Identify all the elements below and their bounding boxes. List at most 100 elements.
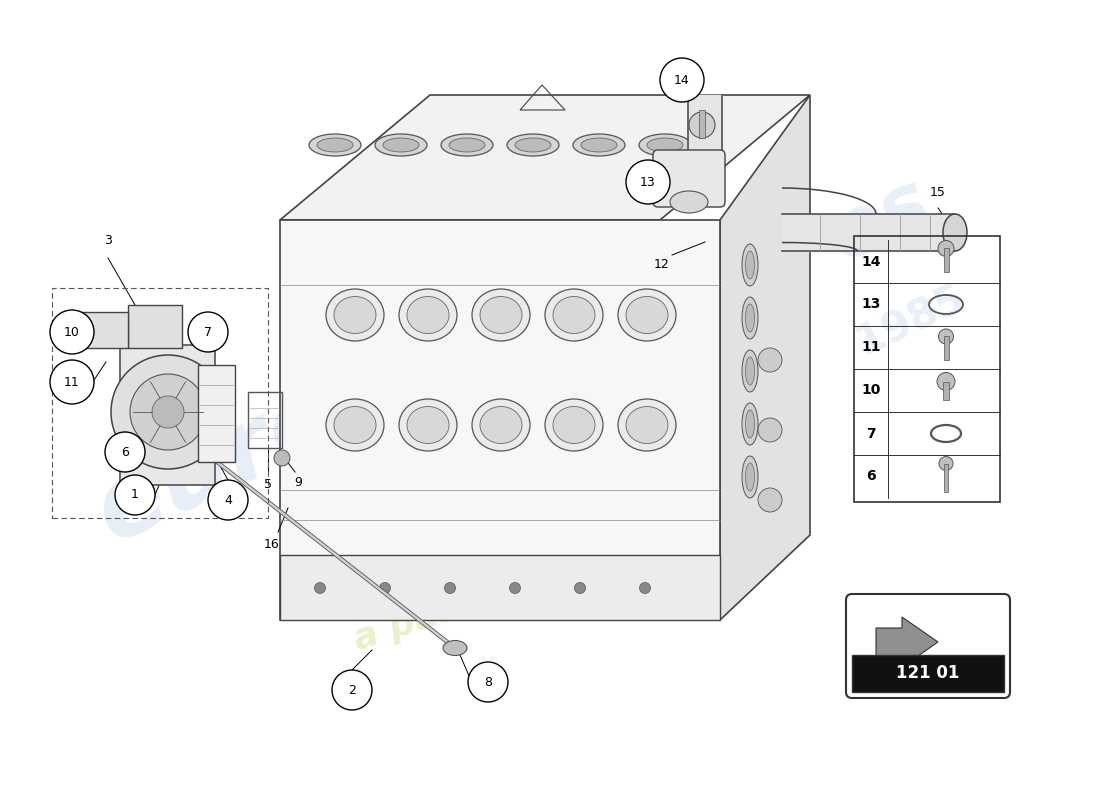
Circle shape [379,582,390,594]
Ellipse shape [626,297,668,334]
Bar [852,655,1004,692]
Text: 12: 12 [654,258,670,271]
Ellipse shape [480,406,522,443]
Ellipse shape [334,297,376,334]
Ellipse shape [309,134,361,156]
Text: 8: 8 [484,675,492,689]
Polygon shape [876,617,938,667]
Circle shape [937,373,955,390]
Text: 13: 13 [861,298,881,311]
Circle shape [332,670,372,710]
Circle shape [104,432,145,472]
Polygon shape [198,365,235,462]
Ellipse shape [746,463,755,491]
FancyBboxPatch shape [846,594,1010,698]
Ellipse shape [647,138,683,152]
Text: 121 01: 121 01 [896,665,959,682]
Ellipse shape [746,357,755,385]
Ellipse shape [670,191,708,213]
Text: 15: 15 [931,186,946,198]
Circle shape [130,374,206,450]
Polygon shape [720,95,810,620]
Bar [854,236,1000,502]
Text: europ: europ [80,337,419,563]
Ellipse shape [507,134,559,156]
Bar [944,463,948,491]
Text: 6: 6 [121,446,129,458]
Ellipse shape [618,289,676,341]
Text: 11: 11 [64,375,80,389]
Circle shape [938,241,954,257]
Ellipse shape [626,406,668,443]
Ellipse shape [443,641,468,655]
Ellipse shape [573,134,625,156]
Ellipse shape [472,399,530,451]
Ellipse shape [383,138,419,152]
Ellipse shape [742,244,758,286]
Text: 3: 3 [104,234,112,246]
Polygon shape [876,656,902,667]
Ellipse shape [317,138,353,152]
Ellipse shape [441,134,493,156]
Polygon shape [280,220,720,620]
Circle shape [574,582,585,594]
Text: 16: 16 [264,538,279,551]
Ellipse shape [742,350,758,392]
Ellipse shape [742,456,758,498]
Text: 1985: 1985 [849,277,971,363]
Circle shape [188,312,228,352]
Circle shape [468,662,508,702]
Circle shape [116,475,155,515]
Ellipse shape [449,138,485,152]
Circle shape [50,360,94,404]
Ellipse shape [618,399,676,451]
Text: 10: 10 [64,326,80,338]
Polygon shape [120,345,214,485]
Polygon shape [280,95,810,220]
Polygon shape [128,305,182,348]
Polygon shape [78,312,128,348]
Ellipse shape [639,134,691,156]
Text: 14: 14 [674,74,690,86]
Circle shape [50,310,94,354]
Text: 6: 6 [866,470,876,483]
Bar [944,337,948,359]
Circle shape [689,112,715,138]
Text: 1: 1 [131,489,139,502]
Ellipse shape [746,304,755,332]
Ellipse shape [544,289,603,341]
Circle shape [660,58,704,102]
Circle shape [509,582,520,594]
Circle shape [639,582,650,594]
Ellipse shape [742,297,758,339]
Circle shape [939,457,953,470]
Text: 7: 7 [204,326,212,338]
Ellipse shape [544,399,603,451]
Circle shape [315,582,326,594]
Text: 5: 5 [264,478,272,491]
Circle shape [626,160,670,204]
Circle shape [758,348,782,372]
Circle shape [111,355,226,469]
Ellipse shape [553,297,595,334]
Ellipse shape [746,251,755,279]
Circle shape [208,480,248,520]
Text: 4: 4 [224,494,232,506]
Ellipse shape [407,297,449,334]
Ellipse shape [334,406,376,443]
Circle shape [152,396,184,428]
Bar [698,110,705,138]
Ellipse shape [480,297,522,334]
Bar [943,382,949,399]
Circle shape [444,582,455,594]
Text: 14: 14 [861,254,881,269]
Ellipse shape [943,214,967,251]
Circle shape [758,488,782,512]
Text: a passion for: a passion for [349,543,610,657]
Text: 13: 13 [640,175,656,189]
Text: es: es [817,163,943,277]
Text: 10: 10 [861,383,881,398]
Text: 9: 9 [294,475,301,489]
Ellipse shape [581,138,617,152]
Ellipse shape [515,138,551,152]
